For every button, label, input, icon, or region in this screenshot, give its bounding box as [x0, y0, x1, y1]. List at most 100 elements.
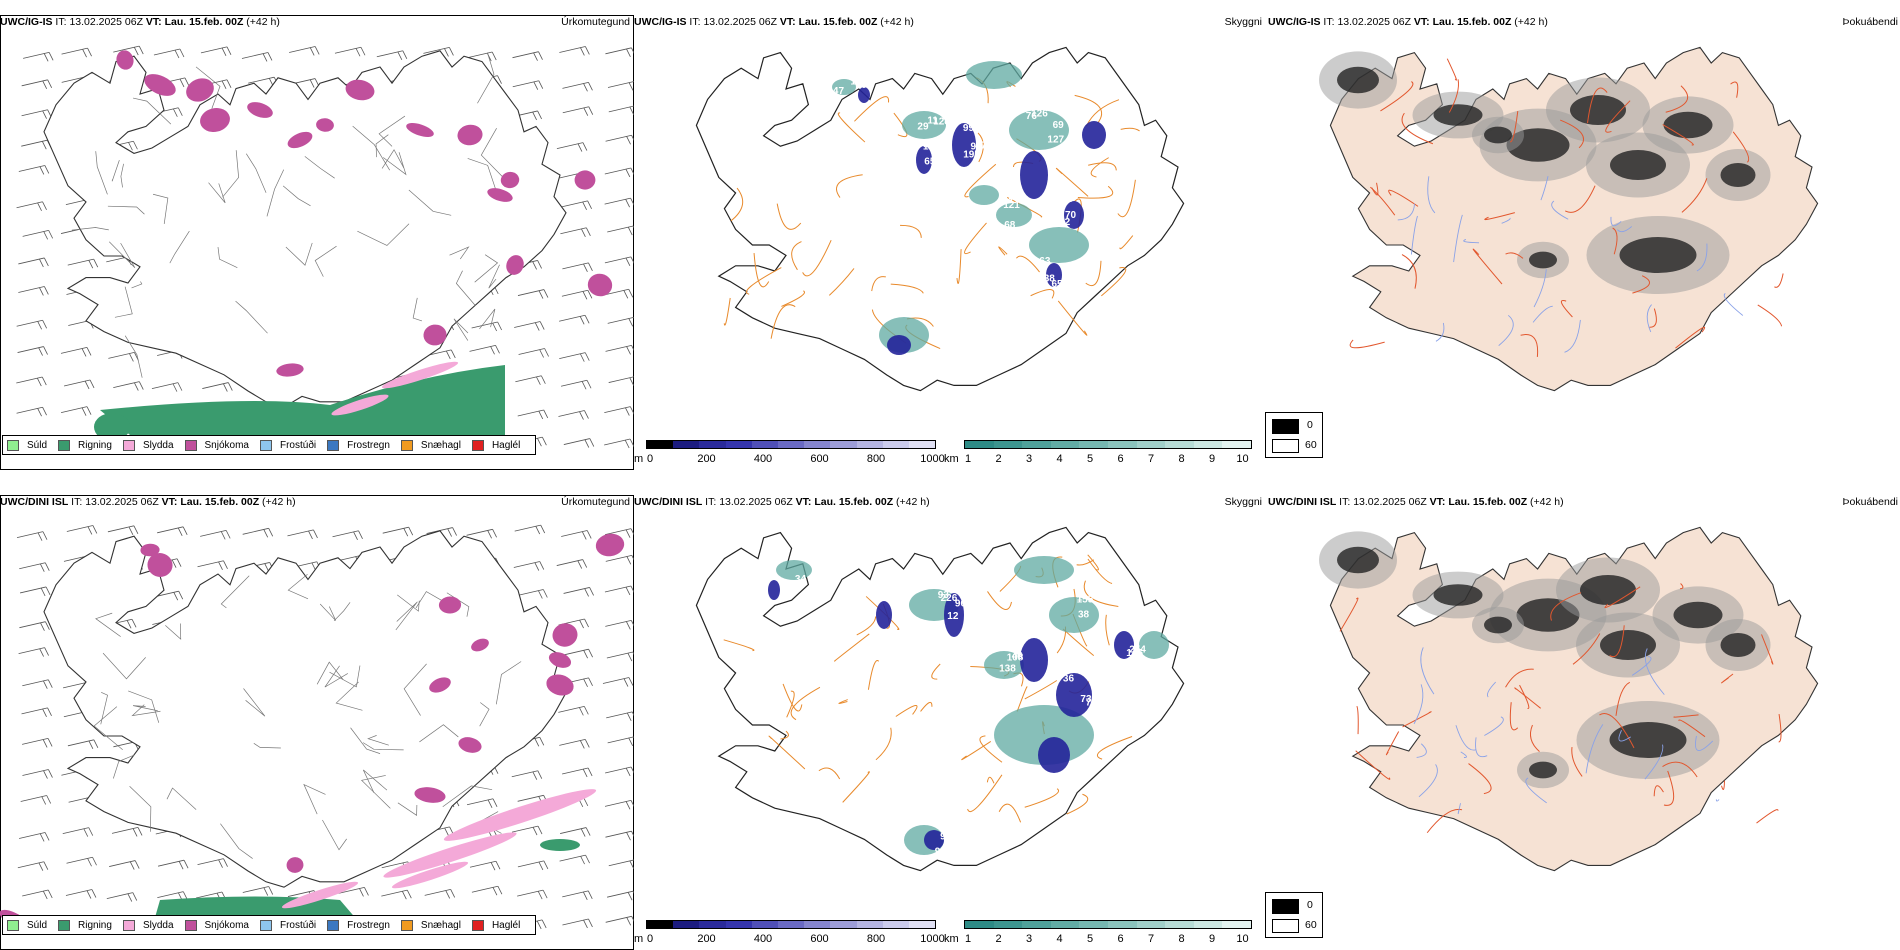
river-line	[1644, 648, 1665, 695]
snow-area	[200, 108, 230, 132]
fog-core	[1610, 150, 1666, 180]
wind-barb	[606, 651, 634, 662]
lead-time: (+42 h)	[880, 16, 914, 28]
legend-swatch	[400, 919, 413, 931]
wind-barb	[559, 352, 590, 362]
road-line	[834, 633, 870, 662]
wind-barb	[513, 561, 545, 571]
road-line	[1732, 131, 1750, 163]
road-line	[1105, 614, 1110, 646]
snow-area	[286, 857, 304, 873]
legend-swatch	[58, 439, 71, 451]
model-row-ig-is: UWC/IG-IS IT: 13.02.2025 06Z VT: Lau. 15…	[0, 15, 1900, 470]
sleet-area	[281, 881, 359, 909]
wind-barb	[604, 406, 634, 416]
road-line	[768, 735, 806, 770]
wind-barb	[111, 826, 143, 837]
wind-barb	[608, 859, 634, 869]
wind-barb	[61, 47, 92, 58]
river-line	[1416, 743, 1427, 758]
road-line	[357, 223, 410, 246]
legend-swatch	[122, 919, 135, 931]
snow-area	[144, 74, 176, 96]
river-line	[1460, 751, 1467, 758]
road-line	[1653, 785, 1664, 797]
road-line	[128, 690, 160, 723]
wind-barb	[605, 915, 634, 926]
legend-swatch	[7, 439, 19, 451]
road-line	[1730, 81, 1739, 98]
wind-barb	[17, 346, 48, 356]
fog-core	[1433, 104, 1483, 126]
road-line	[495, 661, 522, 705]
fog-legend-low: 0	[1307, 419, 1313, 431]
road-line	[786, 690, 795, 718]
road-line	[836, 174, 863, 198]
wind-barb	[606, 711, 634, 722]
road-line	[314, 245, 337, 277]
panel-frame	[0, 15, 634, 470]
colorbar-swatch	[1193, 921, 1223, 928]
colorbar-swatch	[856, 441, 883, 448]
iceland-coastline	[695, 46, 1185, 392]
wind-barb	[605, 830, 634, 841]
snow-area	[552, 623, 578, 647]
wind-barb	[18, 257, 49, 268]
road-line	[802, 240, 832, 277]
road-line	[1609, 625, 1625, 658]
road-line	[285, 242, 313, 266]
legend-swatch	[327, 439, 340, 451]
valid-label: VT:	[1413, 16, 1430, 28]
valid-label: VT:	[795, 496, 812, 508]
wind-barb	[517, 589, 548, 599]
road-line	[1426, 808, 1463, 834]
road-line	[381, 149, 405, 169]
cloudbase-area	[1064, 201, 1084, 229]
wind-barb	[376, 50, 408, 60]
snow-area	[247, 102, 273, 118]
wind-barb	[60, 347, 92, 357]
colorbar-swatch	[1079, 441, 1108, 448]
colorbar-tick: 8	[1178, 453, 1185, 465]
colorbar-tick: 6	[1117, 933, 1124, 945]
legend-label: Snjókoma	[204, 439, 249, 451]
colorbar-tick: 3	[1025, 453, 1033, 465]
wind-barb	[424, 889, 456, 899]
wind-barb	[562, 81, 593, 92]
wind-barb	[113, 381, 144, 391]
road-line	[900, 224, 922, 238]
cloudbase-value-label: 12	[947, 611, 959, 622]
wind-barb	[113, 45, 144, 56]
road-line	[133, 705, 158, 712]
valid-label: VT:	[779, 16, 796, 28]
init-time: 13.02.2025 06Z	[719, 496, 793, 508]
road-line	[1016, 255, 1040, 273]
river-line	[1475, 737, 1488, 758]
colorbar-km: km 1 2 3 4 5 6 7 8 9 10	[944, 440, 1254, 468]
wind-barb	[605, 766, 634, 777]
road-line	[477, 52, 495, 104]
wind-barb	[18, 286, 49, 296]
snow-area	[345, 79, 375, 101]
colorbar-swatch	[1136, 921, 1166, 928]
road-line	[1472, 248, 1503, 285]
road-line	[1087, 554, 1099, 571]
road-line	[1120, 127, 1140, 132]
wind-barb	[604, 528, 634, 538]
colorbar-tick: 600	[810, 933, 829, 945]
river-line	[1617, 226, 1633, 233]
wind-barb	[63, 379, 95, 390]
river-line	[1484, 716, 1504, 736]
road-line	[195, 66, 221, 109]
road-line	[1530, 724, 1540, 752]
colorbar-swatch	[1222, 441, 1251, 448]
colorbar-unit: m	[634, 933, 644, 945]
road-line	[986, 776, 995, 784]
road-line	[266, 169, 285, 217]
cloudbase-area	[916, 146, 932, 174]
road-line	[253, 742, 281, 749]
wind-barb	[559, 854, 590, 865]
road-line	[114, 286, 133, 318]
precip-type-legend: Súld Rigning Slydda Snjókoma Frostúði Frostre…	[2, 915, 537, 935]
cloudbase-value-label: 65	[1052, 279, 1064, 290]
